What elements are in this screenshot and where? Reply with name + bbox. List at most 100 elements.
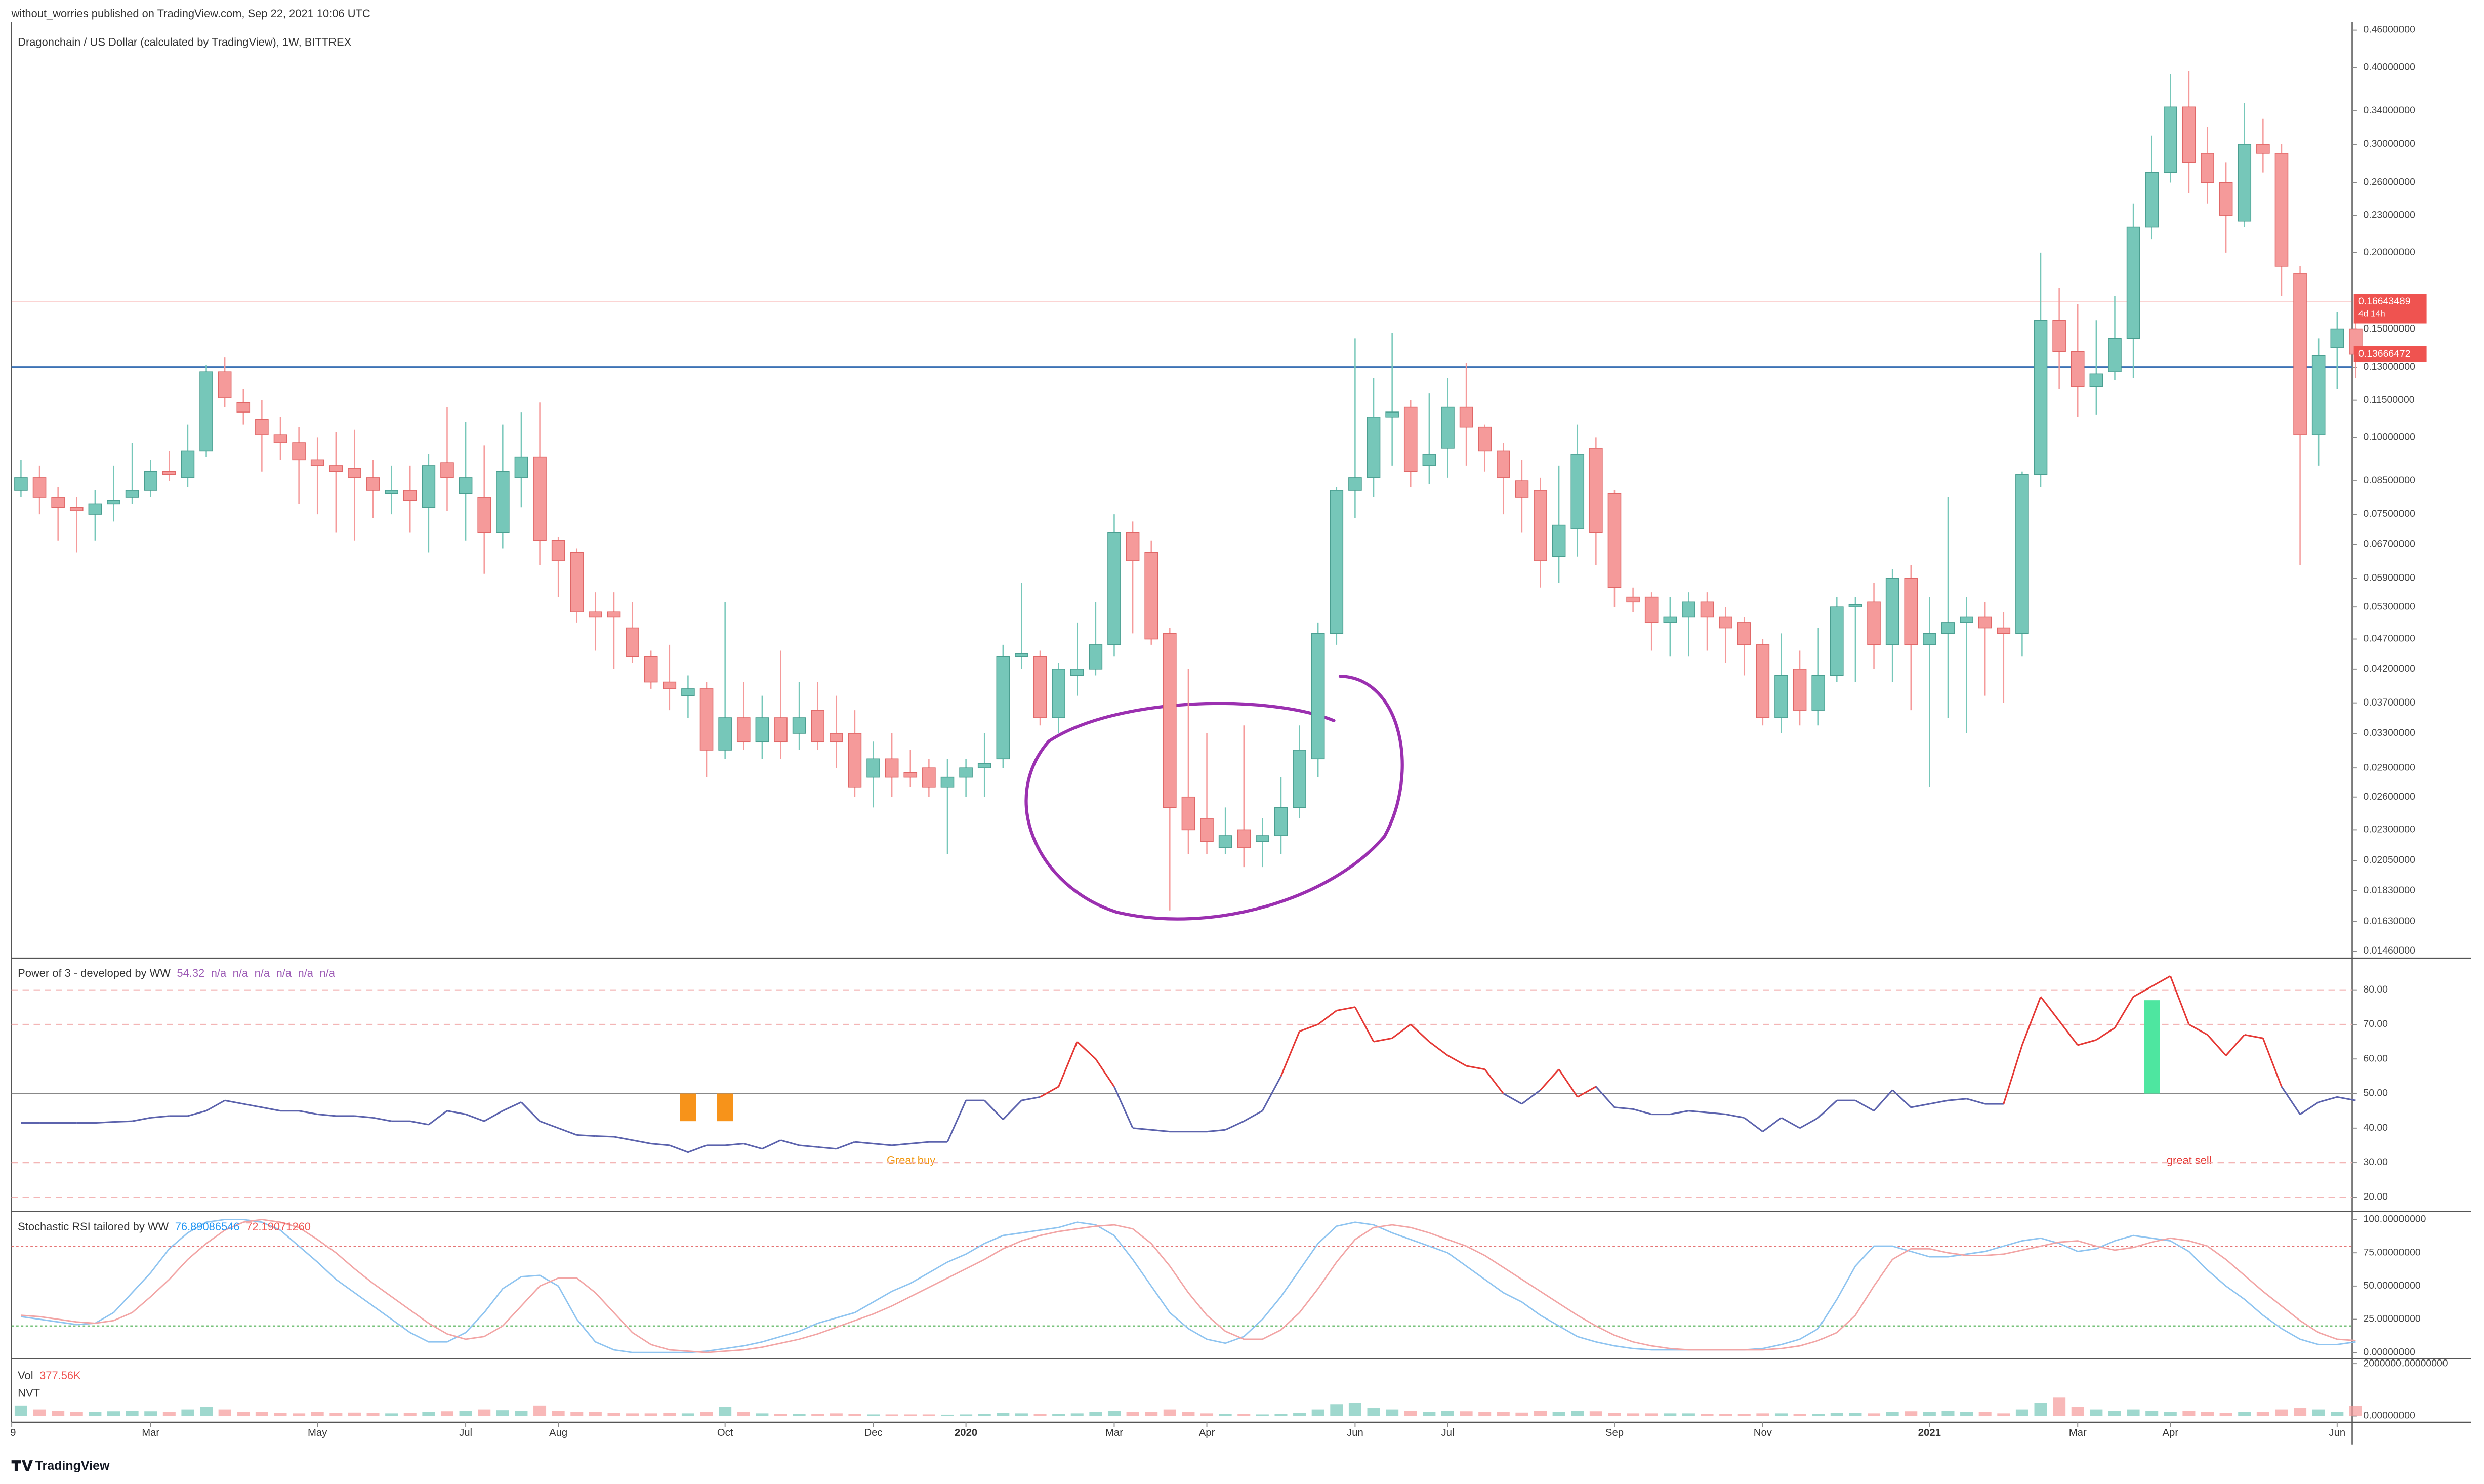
volume-bar xyxy=(200,1407,213,1416)
candle-body xyxy=(496,471,510,533)
indicator-segment xyxy=(428,1110,448,1126)
x-tick-label: Sep xyxy=(1605,1427,1624,1438)
volume-bar xyxy=(1163,1409,1176,1416)
volume-bar xyxy=(922,1414,935,1416)
candle-body xyxy=(848,733,862,788)
candle-body xyxy=(2256,144,2270,154)
indicator-segment xyxy=(1466,1065,1485,1070)
indicator-segment xyxy=(854,1141,874,1145)
y-tick-label: 0.06700000 xyxy=(2363,539,2415,550)
annotation: Great buy xyxy=(887,1153,935,1166)
volume-bar xyxy=(1589,1411,1602,1416)
volume-bar xyxy=(144,1411,157,1416)
pane-title: Vol xyxy=(18,1369,33,1382)
volume-bar xyxy=(774,1414,787,1416)
candle-body xyxy=(533,456,547,541)
indicator-segment xyxy=(1428,1041,1448,1056)
candle-body xyxy=(792,717,806,734)
indicator-segment xyxy=(1558,1068,1579,1098)
candle-body xyxy=(2034,320,2048,475)
y-tick-label: 40.00 xyxy=(2363,1122,2388,1133)
volume-bar xyxy=(1423,1412,1436,1416)
candle-body xyxy=(51,497,65,508)
candle-body xyxy=(1441,406,1455,449)
signal-bar xyxy=(680,1093,696,1122)
indicator-segment xyxy=(558,1127,577,1136)
candle-body xyxy=(663,681,677,689)
candle-body xyxy=(236,402,251,413)
volume-bar xyxy=(293,1413,306,1416)
volume-bar xyxy=(14,1405,27,1416)
indicator-segment xyxy=(243,1103,262,1108)
y-tick-label: 100.00000000 xyxy=(2363,1214,2426,1225)
candle-body xyxy=(2089,373,2103,387)
candle-body xyxy=(1367,417,1381,478)
candle-body xyxy=(1997,627,2011,634)
volume-bar xyxy=(311,1412,324,1416)
candle-body xyxy=(310,459,324,466)
candle-body xyxy=(589,611,602,618)
volume-bar xyxy=(978,1414,991,1416)
readout: 76.89086546 xyxy=(175,1220,240,1233)
readout: n/a xyxy=(233,967,249,979)
volume-bar xyxy=(1515,1412,1528,1416)
indicator-segment xyxy=(2040,996,2060,1022)
indicator-segment xyxy=(1929,1099,1949,1105)
candle-body xyxy=(459,477,473,494)
volume-bar xyxy=(737,1412,750,1416)
y-tick-label: 0.02300000 xyxy=(2363,824,2415,835)
indicator-segment xyxy=(113,1120,133,1123)
indicator-line xyxy=(21,1219,2356,1353)
indicator-segment xyxy=(95,1121,114,1124)
y-tick-label: 0.20000000 xyxy=(2363,246,2415,258)
candle-body xyxy=(329,465,343,472)
indicator-segment xyxy=(632,1139,651,1145)
volume-bar xyxy=(1849,1413,1862,1416)
candle-body xyxy=(1904,578,1918,645)
candle-body xyxy=(199,371,213,452)
volume-bar xyxy=(2238,1412,2251,1416)
indicator-segment xyxy=(483,1110,504,1122)
volume-bar xyxy=(1348,1403,1361,1416)
indicator-segment xyxy=(2169,975,2190,1025)
candle-body xyxy=(718,717,732,751)
indicator-segment xyxy=(1391,1023,1412,1039)
volume-bar xyxy=(663,1413,676,1416)
indicator-segment xyxy=(2188,1023,2208,1036)
indicator-segment xyxy=(317,1113,336,1117)
indicator-segment xyxy=(354,1115,374,1119)
volume-bar xyxy=(403,1413,417,1416)
y-tick-label: 25.00000000 xyxy=(2363,1313,2420,1325)
price-label-box xyxy=(2353,346,2427,362)
indicator-segment xyxy=(799,1144,818,1148)
indicator-segment xyxy=(669,1144,688,1153)
candle-body xyxy=(1052,669,1065,718)
candle-body xyxy=(1682,601,1695,618)
volume-bar xyxy=(1737,1414,1751,1416)
candle-body xyxy=(1867,601,1881,645)
candle-body xyxy=(2145,172,2159,228)
freehand-circle xyxy=(1024,675,1404,921)
indicator-segment xyxy=(409,1120,429,1126)
indicator-segment xyxy=(892,1142,910,1146)
volume-bar xyxy=(422,1412,435,1416)
volume-bar xyxy=(867,1414,880,1416)
candle-body xyxy=(1311,633,1325,760)
volume-bar xyxy=(1386,1409,1399,1416)
indicator-segment xyxy=(2077,1039,2097,1046)
candle-body xyxy=(1607,493,1622,588)
readout: n/a xyxy=(255,967,270,979)
readout: 72.19071260 xyxy=(246,1220,311,1233)
volume-bar xyxy=(1274,1414,1288,1416)
volume-bar xyxy=(1311,1409,1324,1416)
volume-bar xyxy=(1256,1414,1269,1416)
indicator-segment xyxy=(2207,1034,2227,1056)
indicator-segment xyxy=(2225,1034,2245,1056)
volume-bar xyxy=(1497,1412,1510,1416)
candle-body xyxy=(2330,328,2344,348)
candle-body xyxy=(1089,644,1103,670)
indicator-segment xyxy=(2096,1027,2116,1041)
indicator-segment xyxy=(595,1135,614,1138)
